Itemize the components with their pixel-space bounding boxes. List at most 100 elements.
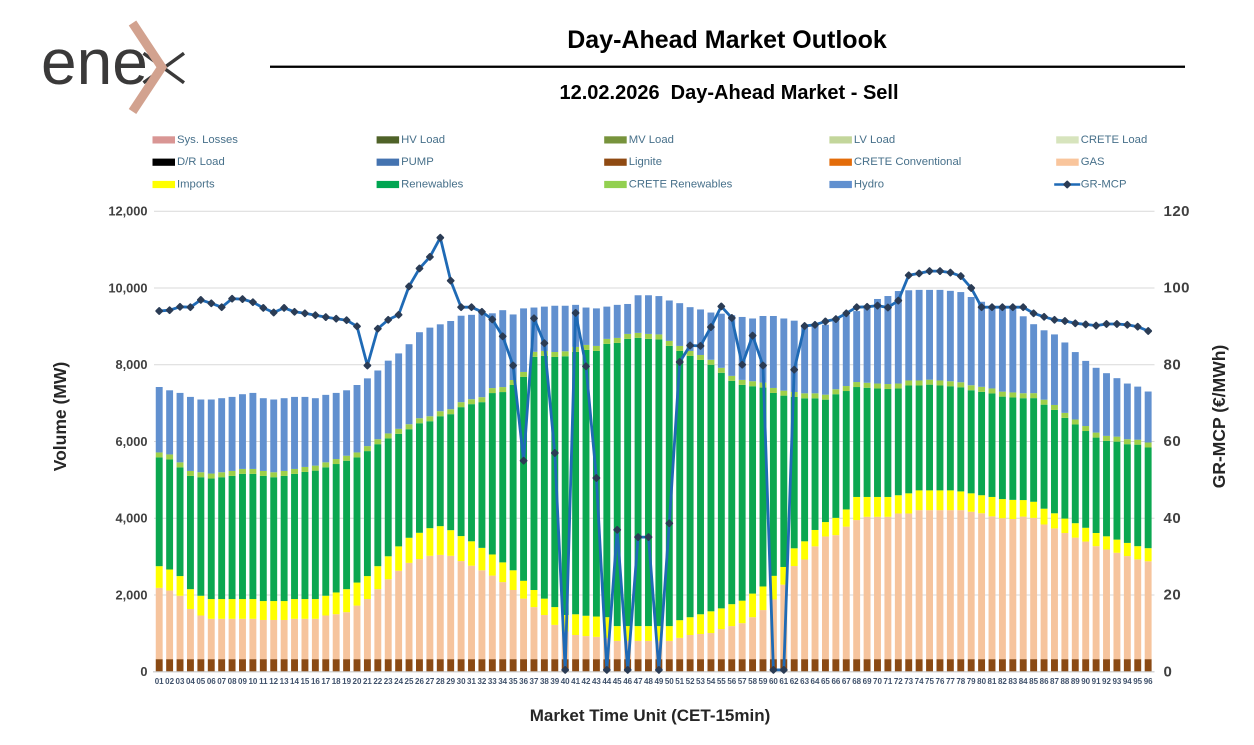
svg-text:8,000: 8,000 <box>115 357 147 372</box>
svg-text:31: 31 <box>467 677 476 686</box>
svg-text:Market Time Unit (CET-15min): Market Time Unit (CET-15min) <box>530 706 771 725</box>
svg-text:D/R Load: D/R Load <box>177 156 225 168</box>
svg-text:78: 78 <box>956 677 965 686</box>
svg-text:41: 41 <box>571 677 580 686</box>
svg-text:GR-MCP: GR-MCP <box>1081 179 1127 191</box>
svg-text:93: 93 <box>1112 677 1121 686</box>
svg-text:50: 50 <box>665 677 674 686</box>
svg-text:47: 47 <box>634 677 643 686</box>
svg-text:11: 11 <box>259 677 268 686</box>
svg-text:29: 29 <box>446 677 455 686</box>
svg-text:HV Load: HV Load <box>401 134 445 146</box>
svg-text:48: 48 <box>644 677 653 686</box>
svg-text:60: 60 <box>769 677 778 686</box>
svg-text:44: 44 <box>602 677 611 686</box>
svg-text:86: 86 <box>1040 677 1049 686</box>
svg-text:10: 10 <box>248 677 257 686</box>
svg-text:6,000: 6,000 <box>115 434 147 449</box>
svg-text:60: 60 <box>1164 433 1182 450</box>
svg-text:64: 64 <box>811 677 820 686</box>
svg-text:91: 91 <box>1092 677 1101 686</box>
svg-text:28: 28 <box>436 677 445 686</box>
svg-text:39: 39 <box>550 677 559 686</box>
svg-text:56: 56 <box>727 677 736 686</box>
svg-text:46: 46 <box>623 677 632 686</box>
svg-text:17: 17 <box>321 677 330 686</box>
svg-text:22: 22 <box>373 677 382 686</box>
svg-text:55: 55 <box>717 677 726 686</box>
svg-text:49: 49 <box>654 677 663 686</box>
svg-text:24: 24 <box>394 677 403 686</box>
svg-text:61: 61 <box>779 677 788 686</box>
svg-text:Hydro: Hydro <box>854 179 884 191</box>
svg-text:71: 71 <box>883 677 892 686</box>
svg-text:70: 70 <box>873 677 882 686</box>
svg-text:62: 62 <box>790 677 799 686</box>
svg-text:0: 0 <box>1164 663 1173 680</box>
svg-text:12.02.2026 Day-Ahead Market -: 12.02.2026 Day-Ahead Market - Sell <box>559 82 898 104</box>
svg-text:45: 45 <box>613 677 622 686</box>
svg-text:82: 82 <box>998 677 1007 686</box>
svg-text:84: 84 <box>1019 677 1028 686</box>
svg-text:94: 94 <box>1123 677 1132 686</box>
svg-text:34: 34 <box>498 677 507 686</box>
svg-text:52: 52 <box>686 677 695 686</box>
svg-text:14: 14 <box>290 677 299 686</box>
svg-text:43: 43 <box>592 677 601 686</box>
svg-text:10,000: 10,000 <box>108 280 147 295</box>
svg-text:65: 65 <box>821 677 830 686</box>
svg-text:96: 96 <box>1144 677 1153 686</box>
svg-text:07: 07 <box>217 677 226 686</box>
svg-text:GAS: GAS <box>1081 156 1105 168</box>
svg-text:PUMP: PUMP <box>401 156 434 168</box>
svg-text:CRETE Renewables: CRETE Renewables <box>629 179 733 191</box>
svg-text:80: 80 <box>1164 356 1182 373</box>
svg-text:53: 53 <box>696 677 705 686</box>
svg-text:CRETE Conventional: CRETE Conventional <box>854 156 961 168</box>
svg-text:68: 68 <box>852 677 861 686</box>
svg-text:81: 81 <box>988 677 997 686</box>
svg-text:87: 87 <box>1050 677 1059 686</box>
svg-text:26: 26 <box>415 677 424 686</box>
svg-text:09: 09 <box>238 677 247 686</box>
svg-text:69: 69 <box>863 677 872 686</box>
svg-text:20: 20 <box>353 677 362 686</box>
svg-text:73: 73 <box>904 677 913 686</box>
svg-text:80: 80 <box>977 677 986 686</box>
svg-text:Lignite: Lignite <box>629 156 662 168</box>
svg-text:58: 58 <box>748 677 757 686</box>
svg-text:33: 33 <box>488 677 497 686</box>
svg-text:66: 66 <box>831 677 840 686</box>
svg-text:05: 05 <box>196 677 205 686</box>
svg-text:2,000: 2,000 <box>115 587 147 602</box>
svg-text:30: 30 <box>457 677 466 686</box>
svg-text:21: 21 <box>363 677 372 686</box>
svg-text:03: 03 <box>176 677 185 686</box>
svg-text:CRETE Load: CRETE Load <box>1081 134 1148 146</box>
svg-text:57: 57 <box>738 677 747 686</box>
svg-text:Renewables: Renewables <box>401 179 464 191</box>
svg-text:01: 01 <box>155 677 164 686</box>
svg-text:38: 38 <box>540 677 549 686</box>
svg-text:40: 40 <box>1164 510 1182 527</box>
svg-text:95: 95 <box>1133 677 1142 686</box>
svg-text:GR-MCP (€/MWh): GR-MCP (€/MWh) <box>1209 345 1229 489</box>
svg-text:27: 27 <box>425 677 434 686</box>
svg-text:72: 72 <box>894 677 903 686</box>
svg-text:32: 32 <box>477 677 486 686</box>
svg-text:23: 23 <box>384 677 393 686</box>
svg-text:67: 67 <box>842 677 851 686</box>
svg-text:Volume (MW): Volume (MW) <box>50 362 70 472</box>
svg-text:76: 76 <box>936 677 945 686</box>
svg-text:08: 08 <box>228 677 237 686</box>
svg-text:63: 63 <box>800 677 809 686</box>
svg-text:Sys. Losses: Sys. Losses <box>177 134 238 146</box>
svg-text:79: 79 <box>967 677 976 686</box>
svg-text:LV Load: LV Load <box>854 134 895 146</box>
svg-text:02: 02 <box>165 677 174 686</box>
svg-text:40: 40 <box>561 677 570 686</box>
svg-text:36: 36 <box>519 677 528 686</box>
svg-text:88: 88 <box>1060 677 1069 686</box>
svg-text:Imports: Imports <box>177 179 215 191</box>
svg-text:74: 74 <box>915 677 924 686</box>
